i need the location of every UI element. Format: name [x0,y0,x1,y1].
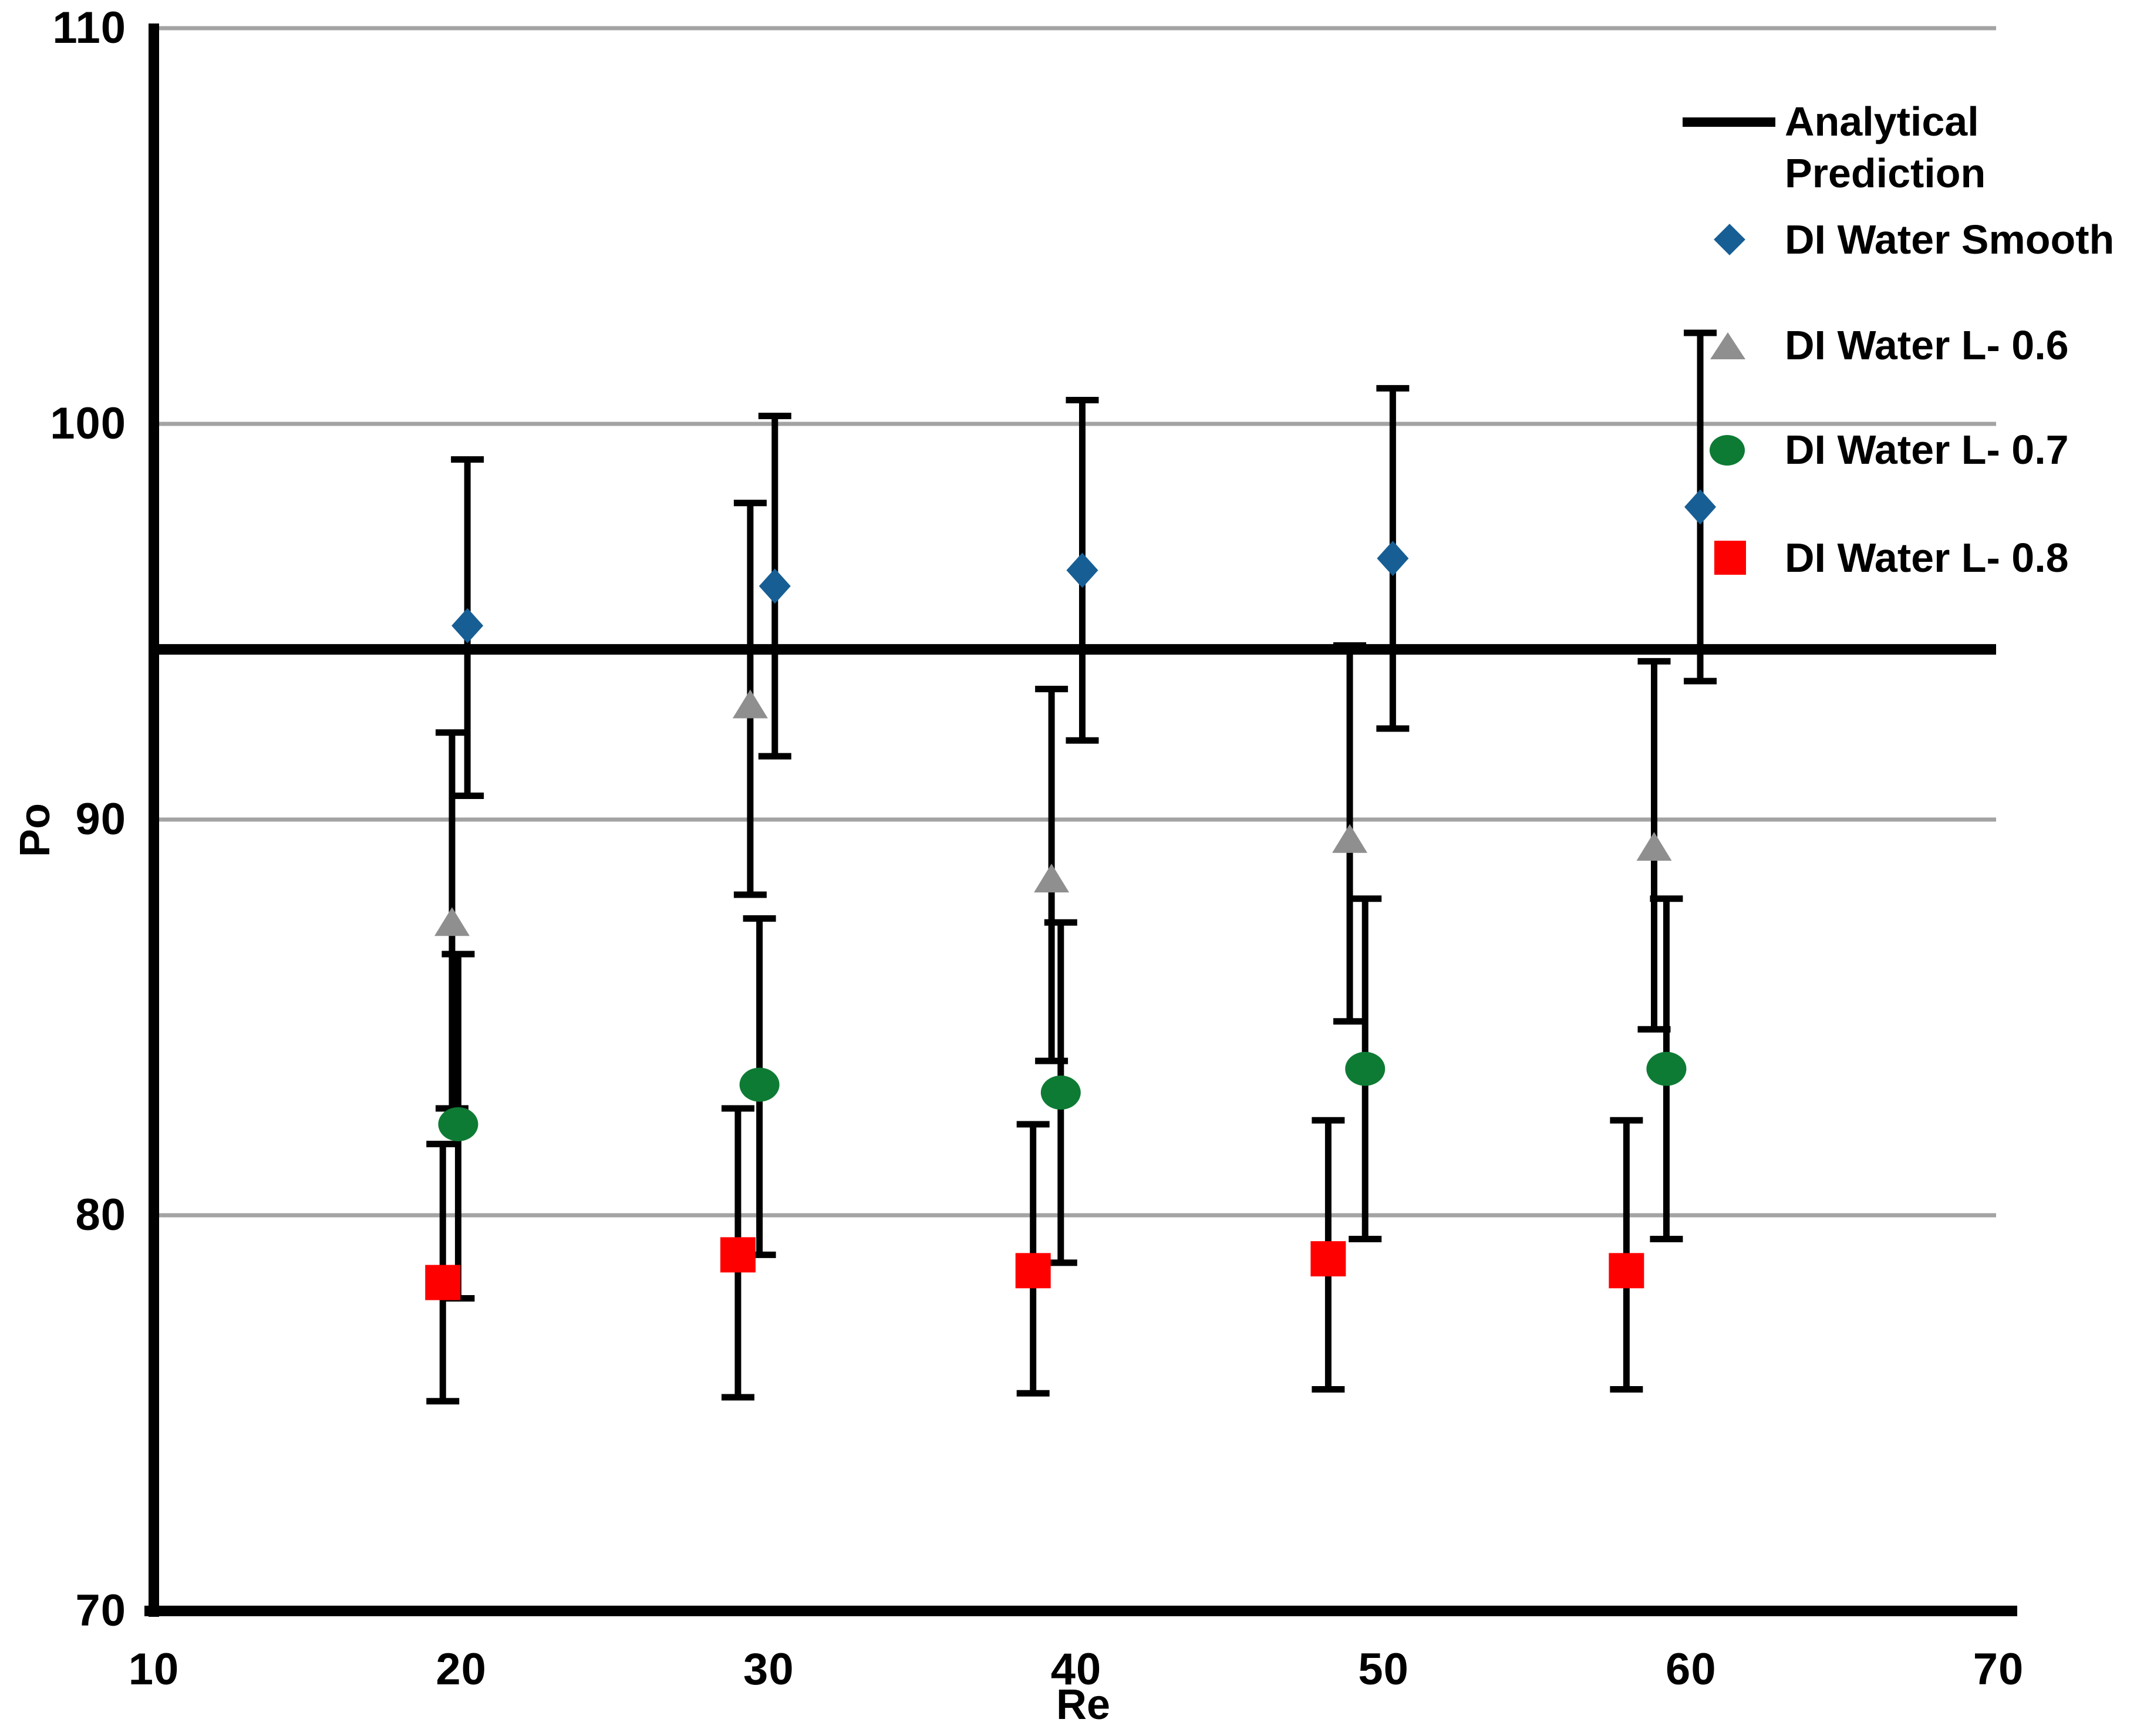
marker-di-water-l-0-8 [1609,1253,1644,1289]
marker-di-water-smooth [1377,541,1409,577]
x-tick-label-30: 30 [743,1644,794,1694]
y-tick-label-110: 110 [52,3,126,53]
marker-di-water-smooth [1684,489,1717,525]
legend-label-line1: Analytical [1785,99,1979,144]
x-tick-label-10: 10 [128,1644,180,1694]
marker-di-water-smooth [451,608,484,643]
x-axis-title: Re [1056,1681,1111,1728]
marker-di-water-l-0-6 [1034,864,1070,893]
marker-di-water-l-0-6 [434,907,470,936]
x-tick-label-20: 20 [436,1644,487,1694]
legend-item-di-water-smooth: DI Water Smooth [1785,217,2115,262]
marker-di-water-smooth [1066,552,1098,588]
marker-di-water-l-0-6 [1332,824,1368,853]
legend-item-analytical-prediction: Analytical Prediction [1785,96,1986,199]
marker-di-water-l-0-7 [739,1067,780,1102]
x-tick-label-40: 40 [1050,1644,1102,1694]
marker-di-water-l-0-6 [1636,832,1672,861]
legend-label-line2: Prediction [1785,150,1986,196]
marker-di-water-l-0-8 [425,1265,461,1300]
y-tick-label-80: 80 [75,1190,126,1240]
y-tick-label-100: 100 [50,399,126,449]
marker-di-water-l-0-7 [1040,1076,1081,1110]
legend-item-di-water-l-0-8: DI Water L- 0.8 [1785,535,2069,581]
y-axis-title: Po [12,803,59,858]
x-tick-label-50: 50 [1358,1644,1409,1694]
triangle-marker-icon [1710,332,1745,359]
marker-di-water-l-0-8 [720,1237,756,1273]
legend-item-di-water-l-0-7: DI Water L- 0.7 [1785,427,2069,473]
marker-di-water-smooth [759,568,791,604]
marker-di-water-l-0-7 [1646,1051,1687,1086]
marker-di-water-l-0-8 [1015,1253,1051,1289]
marker-di-water-l-0-7 [438,1107,478,1141]
marker-di-water-l-0-7 [1345,1051,1386,1086]
marker-di-water-l-0-6 [732,689,768,719]
marker-di-water-l-0-8 [1310,1241,1346,1277]
square-marker-icon [1714,541,1746,575]
y-tick-label-70: 70 [75,1586,126,1636]
x-tick-label-60: 60 [1666,1644,1717,1694]
x-tick-label-70: 70 [1973,1644,2024,1694]
y-tick-label-90: 90 [75,794,126,844]
legend-item-di-water-l-0-6: DI Water L- 0.6 [1785,322,2069,368]
analytical-prediction-line-swatch [1683,117,1775,127]
circle-marker-icon [1710,435,1745,466]
